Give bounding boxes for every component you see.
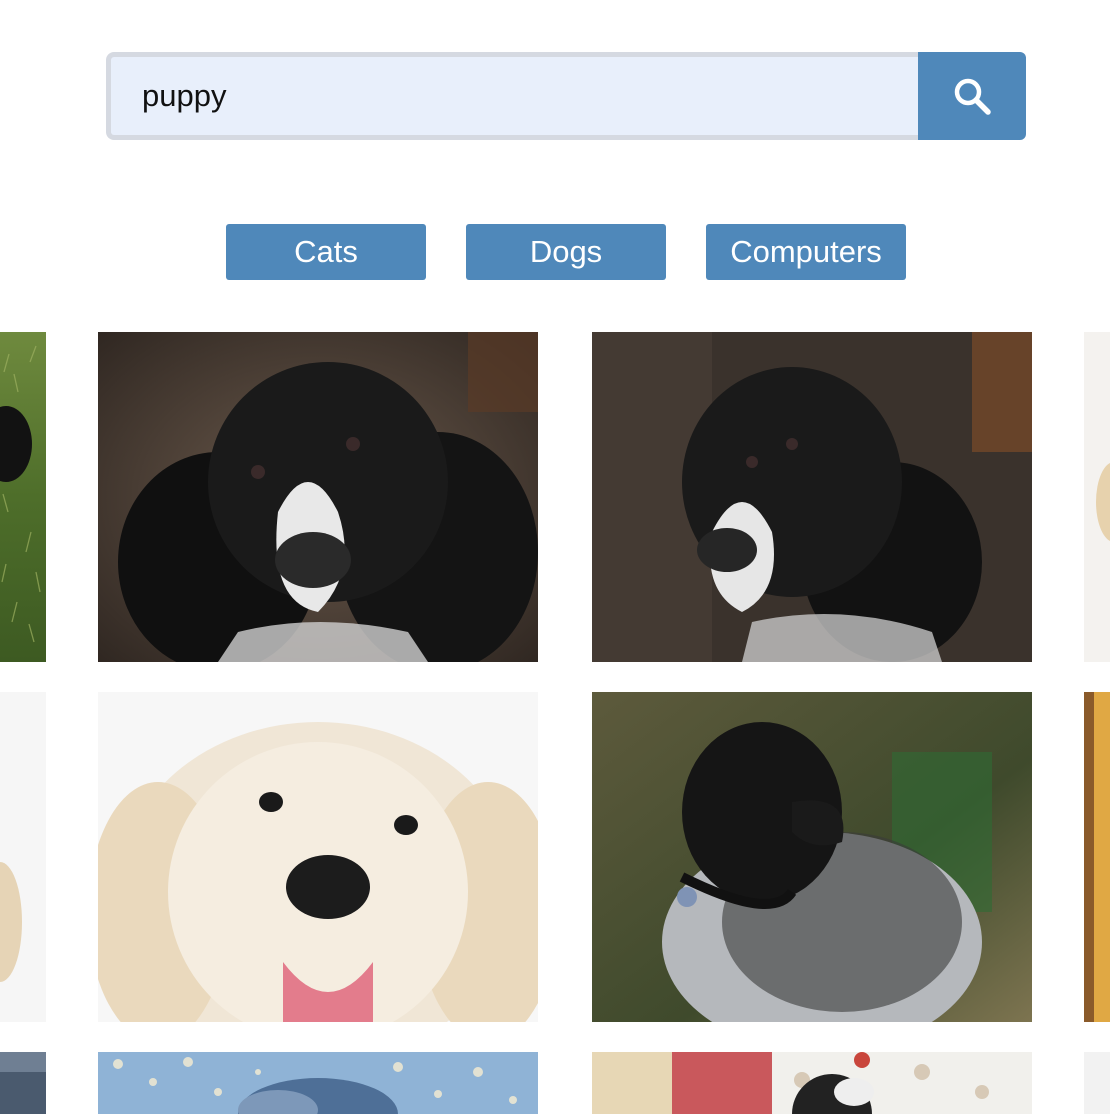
result-image[interactable] [592, 692, 1032, 1022]
result-image[interactable] [98, 692, 538, 1022]
result-image[interactable] [98, 332, 538, 662]
result-image[interactable] [1084, 692, 1110, 1022]
search-bar [106, 52, 1026, 140]
result-image[interactable] [98, 1052, 538, 1114]
result-image[interactable] [0, 1052, 46, 1114]
result-image[interactable] [592, 1052, 1032, 1114]
dogs-button[interactable]: Dogs [466, 224, 666, 280]
search-icon [954, 78, 991, 115]
search-button[interactable] [918, 52, 1026, 140]
result-image[interactable] [0, 332, 46, 662]
result-image[interactable] [592, 332, 1032, 662]
search-input[interactable] [106, 52, 918, 140]
category-buttons: Cats Dogs Computers [226, 224, 906, 280]
result-image[interactable] [1084, 332, 1110, 662]
result-image[interactable] [0, 692, 46, 1022]
result-image[interactable] [1084, 1052, 1110, 1114]
computers-button[interactable]: Computers [706, 224, 906, 280]
cats-button[interactable]: Cats [226, 224, 426, 280]
